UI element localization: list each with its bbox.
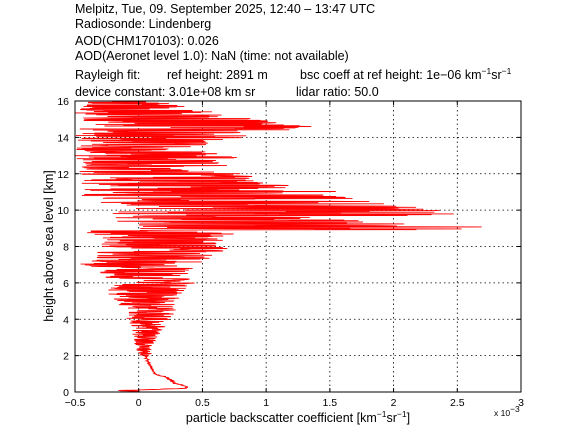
x-tick-label: 2 — [391, 397, 397, 409]
x-tick-label: −0.5 — [65, 397, 86, 409]
y-tick-label: 12 — [57, 169, 69, 181]
y-tick-label: 4 — [63, 314, 69, 326]
x-tick-label: 1.5 — [323, 397, 338, 409]
header-rayleigh-label: Rayleigh fit: — [75, 68, 140, 82]
x-tick-label: 2.5 — [450, 397, 465, 409]
header-device-constant: device constant: 3.01e+08 km sr — [75, 85, 255, 99]
backscatter-profile-series — [75, 100, 482, 393]
x-tick-label: 0 — [136, 397, 142, 409]
y-tick-label: 14 — [57, 132, 69, 144]
y-tick-label: 10 — [57, 205, 69, 217]
x-tick-label: 1 — [263, 397, 269, 409]
header-ref-height: ref height: 2891 m — [167, 68, 268, 82]
y-tick-label: 8 — [63, 242, 69, 254]
header-aod-aeronet: AOD(Aeronet level 1.0): NaN (time: not a… — [75, 49, 349, 63]
y-axis-label: height above sea level [km] — [42, 170, 56, 321]
y-tick-label: 6 — [63, 278, 69, 290]
header-lidar-ratio: lidar ratio: 50.0 — [296, 85, 379, 99]
x-axis-label: particle backscatter coefficient [km−1sr… — [186, 409, 410, 425]
header-bsc-coeff: bsc coeff at ref height: 1e−06 km−1sr−1 — [300, 66, 512, 82]
profile-line — [75, 100, 482, 393]
header-radiosonde: Radiosonde: Lindenberg — [75, 17, 211, 31]
header-title: Melpitz, Tue, 09. September 2025, 12:40 … — [75, 2, 375, 16]
x-tick-label: 0.5 — [195, 397, 210, 409]
x-axis-multiplier: x 10−3 — [494, 404, 520, 418]
header-aod-chm: AOD(CHM170103): 0.026 — [75, 34, 219, 48]
x-tick-label: 3 — [518, 397, 524, 409]
y-tick-label: 16 — [57, 96, 69, 108]
y-tick-label: 0 — [63, 387, 69, 399]
y-tick-label: 2 — [63, 351, 69, 363]
